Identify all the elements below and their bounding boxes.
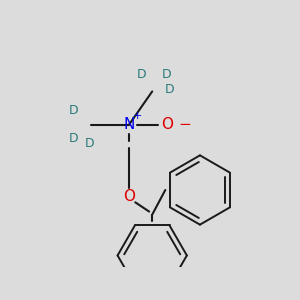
Text: D: D: [69, 132, 79, 145]
Text: D: D: [84, 136, 94, 149]
Text: N: N: [123, 117, 135, 132]
Text: +: +: [133, 111, 142, 121]
Text: D: D: [136, 68, 146, 81]
Text: D: D: [69, 104, 79, 117]
Text: O: O: [123, 189, 135, 204]
Text: D: D: [164, 83, 174, 96]
Text: −: −: [178, 117, 191, 132]
Text: O: O: [162, 117, 174, 132]
Text: D: D: [161, 68, 171, 81]
